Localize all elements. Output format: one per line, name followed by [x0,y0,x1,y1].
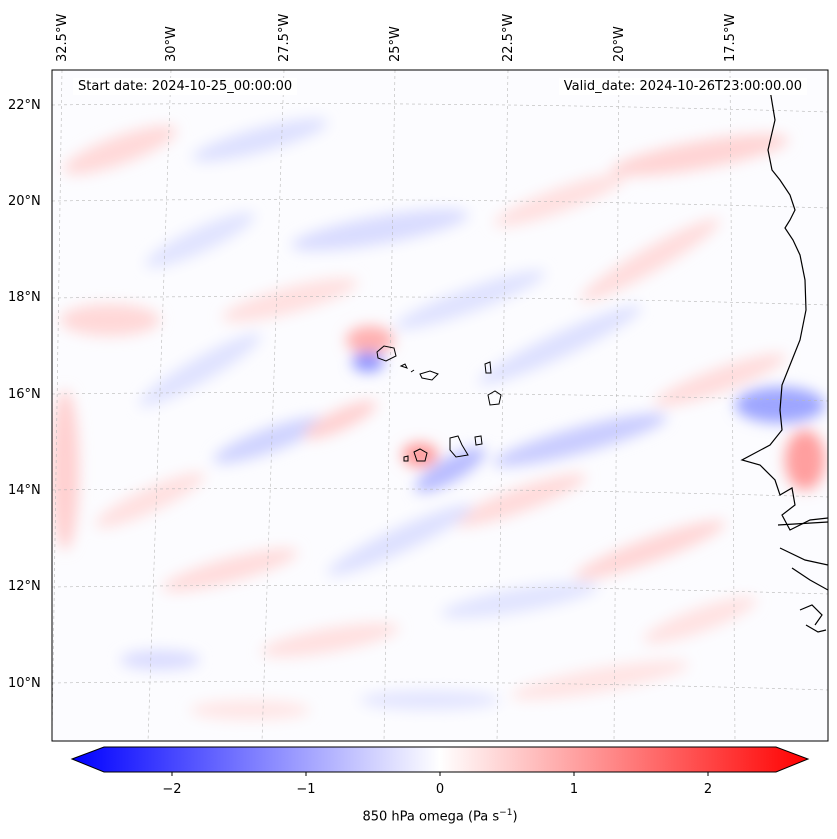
lat-label: 14°N [8,483,41,498]
colorbar-tick-label: −1 [296,782,316,797]
colorbar-tick-label: −2 [162,782,182,797]
lon-label: 20°W [612,26,627,62]
lat-label: 18°N [8,290,41,305]
island-santo-antao [376,345,397,362]
lat-label: 22°N [8,98,41,113]
lat-label: 10°N [8,676,41,691]
island-santiago [449,435,469,458]
map-background [52,70,828,741]
lat-label: 20°N [8,194,41,209]
colorbar [70,746,810,776]
gridlines [52,70,828,741]
valid-date-label: Valid_date: 2024-10-26T23:00:00.00 [558,78,807,95]
lat-label: 12°N [8,579,41,594]
island-boa-vista [487,390,502,406]
island-maio [474,435,483,446]
island-fogo [413,448,428,462]
omega-field [52,118,825,720]
lat-label: 16°N [8,387,41,402]
start-date-label: Start date: 2024-10-25_00:00:00 [73,78,298,95]
africa-coastline-south [777,521,828,633]
lon-label: 25°W [388,26,403,62]
colorbar-label-suffix: ) [512,809,518,825]
lon-label: 30°W [164,26,179,62]
colorbar-tick-label: 1 [569,782,579,797]
island-santa-luzia [410,369,439,381]
island-sal [484,361,492,374]
island-sao-vicente [399,363,408,369]
colorbar-bar [70,746,810,773]
lon-label: 27.5°W [277,13,292,62]
lon-label: 17.5°W [723,13,738,62]
lon-label: 32.5°W [55,13,70,62]
colorbar-label: 850 hPa omega (Pa s−1) [362,808,517,824]
coastlines [376,89,828,633]
colorbar-label-text: 850 hPa omega (Pa s [362,809,500,825]
colorbar-tick-label: 0 [435,782,445,797]
colorbar-tick-label: 2 [703,782,713,797]
africa-coastline [740,89,828,531]
lon-label: 22.5°W [501,13,516,62]
island-brava [403,455,409,462]
map-frame [51,69,829,742]
colorbar-label-exponent: −1 [499,808,513,818]
